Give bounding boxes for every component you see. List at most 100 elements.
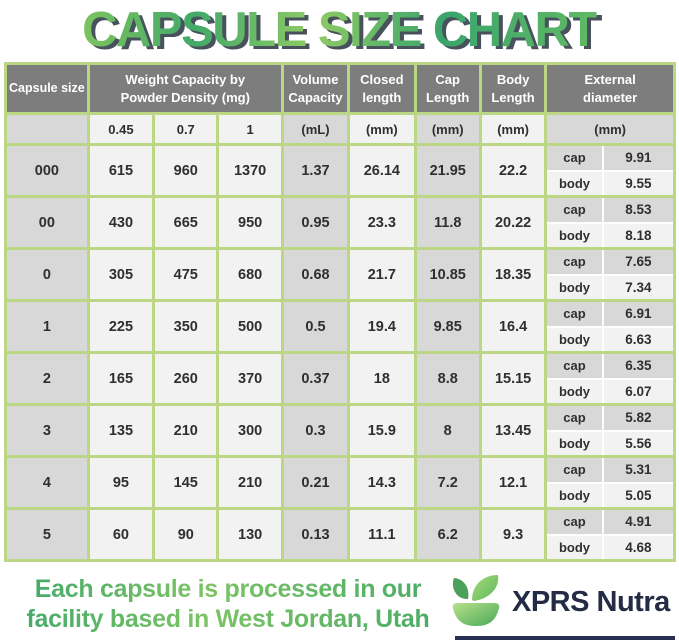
ext-cap-value: 8.53 [603, 198, 673, 222]
capsule-size-cell: 5 [7, 510, 87, 559]
external-diameter-cell: cap 4.91 body 4.68 [547, 510, 673, 559]
footer-note: Each capsule is processed in our facilit… [2, 574, 454, 634]
volume-cell: 0.95 [283, 198, 348, 247]
body-length-cell: 18.35 [481, 250, 545, 299]
closed-length-cell: 14.3 [350, 458, 414, 507]
subheader-volume-unit: (mL) [283, 115, 348, 143]
subheader-density-045: 0.45 [89, 115, 153, 143]
header-external-line2: diameter [583, 89, 638, 105]
weight-07-cell: 960 [155, 146, 217, 195]
weight-1-cell: 210 [219, 458, 281, 507]
weight-045-cell: 135 [89, 406, 153, 455]
cap-length-cell: 6.2 [416, 510, 479, 559]
subheader-cap-unit: (mm) [416, 115, 479, 143]
ext-body-value: 7.34 [603, 275, 673, 299]
closed-length-cell: 19.4 [350, 302, 414, 351]
weight-045-cell: 430 [89, 198, 153, 247]
ext-body-label: body [547, 535, 602, 559]
ext-body-value: 6.07 [603, 379, 673, 403]
ext-body-value: 9.55 [603, 171, 673, 195]
header-volume-line2: Capacity [288, 89, 343, 105]
capsule-size-cell: 0 [7, 250, 87, 299]
brand-logo: XPRS Nutra [446, 570, 678, 634]
volume-cell: 0.3 [283, 406, 348, 455]
header-external-line1: External [584, 71, 636, 87]
body-length-cell: 13.45 [481, 406, 545, 455]
weight-07-cell: 665 [155, 198, 217, 247]
body-length-cell: 16.4 [481, 302, 545, 351]
ext-body-value: 5.56 [603, 431, 673, 455]
ext-cap-value: 5.31 [603, 458, 673, 482]
weight-1-cell: 950 [219, 198, 281, 247]
ext-body-label: body [547, 275, 602, 299]
weight-045-cell: 305 [89, 250, 153, 299]
header-cap-line2: Length [426, 89, 470, 105]
weight-045-cell: 615 [89, 146, 153, 195]
header-body-line2: Length [491, 89, 535, 105]
body-length-cell: 9.3 [481, 510, 545, 559]
cap-length-cell: 7.2 [416, 458, 479, 507]
header-closed-line1: Closed [360, 71, 404, 87]
weight-1-cell: 1370 [219, 146, 281, 195]
capsule-size-cell: 3 [7, 406, 87, 455]
bottom-partial-bar [455, 636, 675, 640]
ext-cap-value: 9.91 [603, 146, 673, 170]
capsule-size-cell: 000 [7, 146, 87, 195]
weight-1-cell: 680 [219, 250, 281, 299]
cap-length-cell: 8.8 [416, 354, 479, 403]
external-diameter-cell: cap 8.53 body 8.18 [547, 198, 673, 247]
cap-length-cell: 10.85 [416, 250, 479, 299]
header-cap-length: Cap Length [416, 65, 479, 112]
closed-length-cell: 23.3 [350, 198, 414, 247]
subheader-closed-unit: (mm) [350, 115, 414, 143]
ext-cap-value: 7.65 [603, 250, 673, 274]
weight-07-cell: 145 [155, 458, 217, 507]
ext-cap-value: 5.82 [603, 406, 673, 430]
volume-cell: 0.5 [283, 302, 348, 351]
weight-1-cell: 370 [219, 354, 281, 403]
header-weight-capacity: Weight Capacity by Powder Density (mg) [89, 65, 281, 112]
header-external-diameter: External diameter [547, 65, 673, 112]
cap-length-cell: 21.95 [416, 146, 479, 195]
header-volume-line1: Volume [292, 71, 339, 87]
weight-1-cell: 300 [219, 406, 281, 455]
ext-cap-value: 6.35 [603, 354, 673, 378]
page-title-text: CAPSULE SIZE CHART [82, 3, 598, 57]
ext-body-label: body [547, 327, 602, 351]
header-body-length: Body Length [481, 65, 545, 112]
footer-note-line2: facility based in West Jordan, Utah [26, 605, 430, 633]
weight-07-cell: 90 [155, 510, 217, 559]
header-volume-capacity: Volume Capacity [283, 65, 348, 112]
volume-cell: 0.68 [283, 250, 348, 299]
capsule-size-cell: 1 [7, 302, 87, 351]
subheader-empty-cell [7, 115, 87, 143]
capsule-size-cell: 4 [7, 458, 87, 507]
closed-length-cell: 15.9 [350, 406, 414, 455]
ext-body-value: 6.63 [603, 327, 673, 351]
body-length-cell: 20.22 [481, 198, 545, 247]
header-body-line1: Body [496, 71, 530, 87]
weight-045-cell: 225 [89, 302, 153, 351]
cap-length-cell: 8 [416, 406, 479, 455]
ext-cap-label: cap [547, 302, 602, 326]
ext-body-value: 5.05 [603, 483, 673, 507]
volume-cell: 1.37 [283, 146, 348, 195]
body-length-cell: 12.1 [481, 458, 545, 507]
volume-cell: 0.13 [283, 510, 348, 559]
weight-1-cell: 500 [219, 302, 281, 351]
weight-045-cell: 165 [89, 354, 153, 403]
header-weight-line2: Powder Density (mg) [120, 89, 250, 105]
header-closed-length: Closed length [350, 65, 414, 112]
header-weight-line1: Weight Capacity by [125, 71, 246, 87]
closed-length-cell: 21.7 [350, 250, 414, 299]
closed-length-cell: 11.1 [350, 510, 414, 559]
ext-body-label: body [547, 379, 602, 403]
weight-07-cell: 350 [155, 302, 217, 351]
ext-body-value: 8.18 [603, 223, 673, 247]
weight-07-cell: 260 [155, 354, 217, 403]
ext-cap-label: cap [547, 458, 602, 482]
ext-cap-label: cap [547, 510, 602, 534]
ext-cap-label: cap [547, 406, 602, 430]
subheader-body-unit: (mm) [481, 115, 545, 143]
capsule-size-cell: 2 [7, 354, 87, 403]
